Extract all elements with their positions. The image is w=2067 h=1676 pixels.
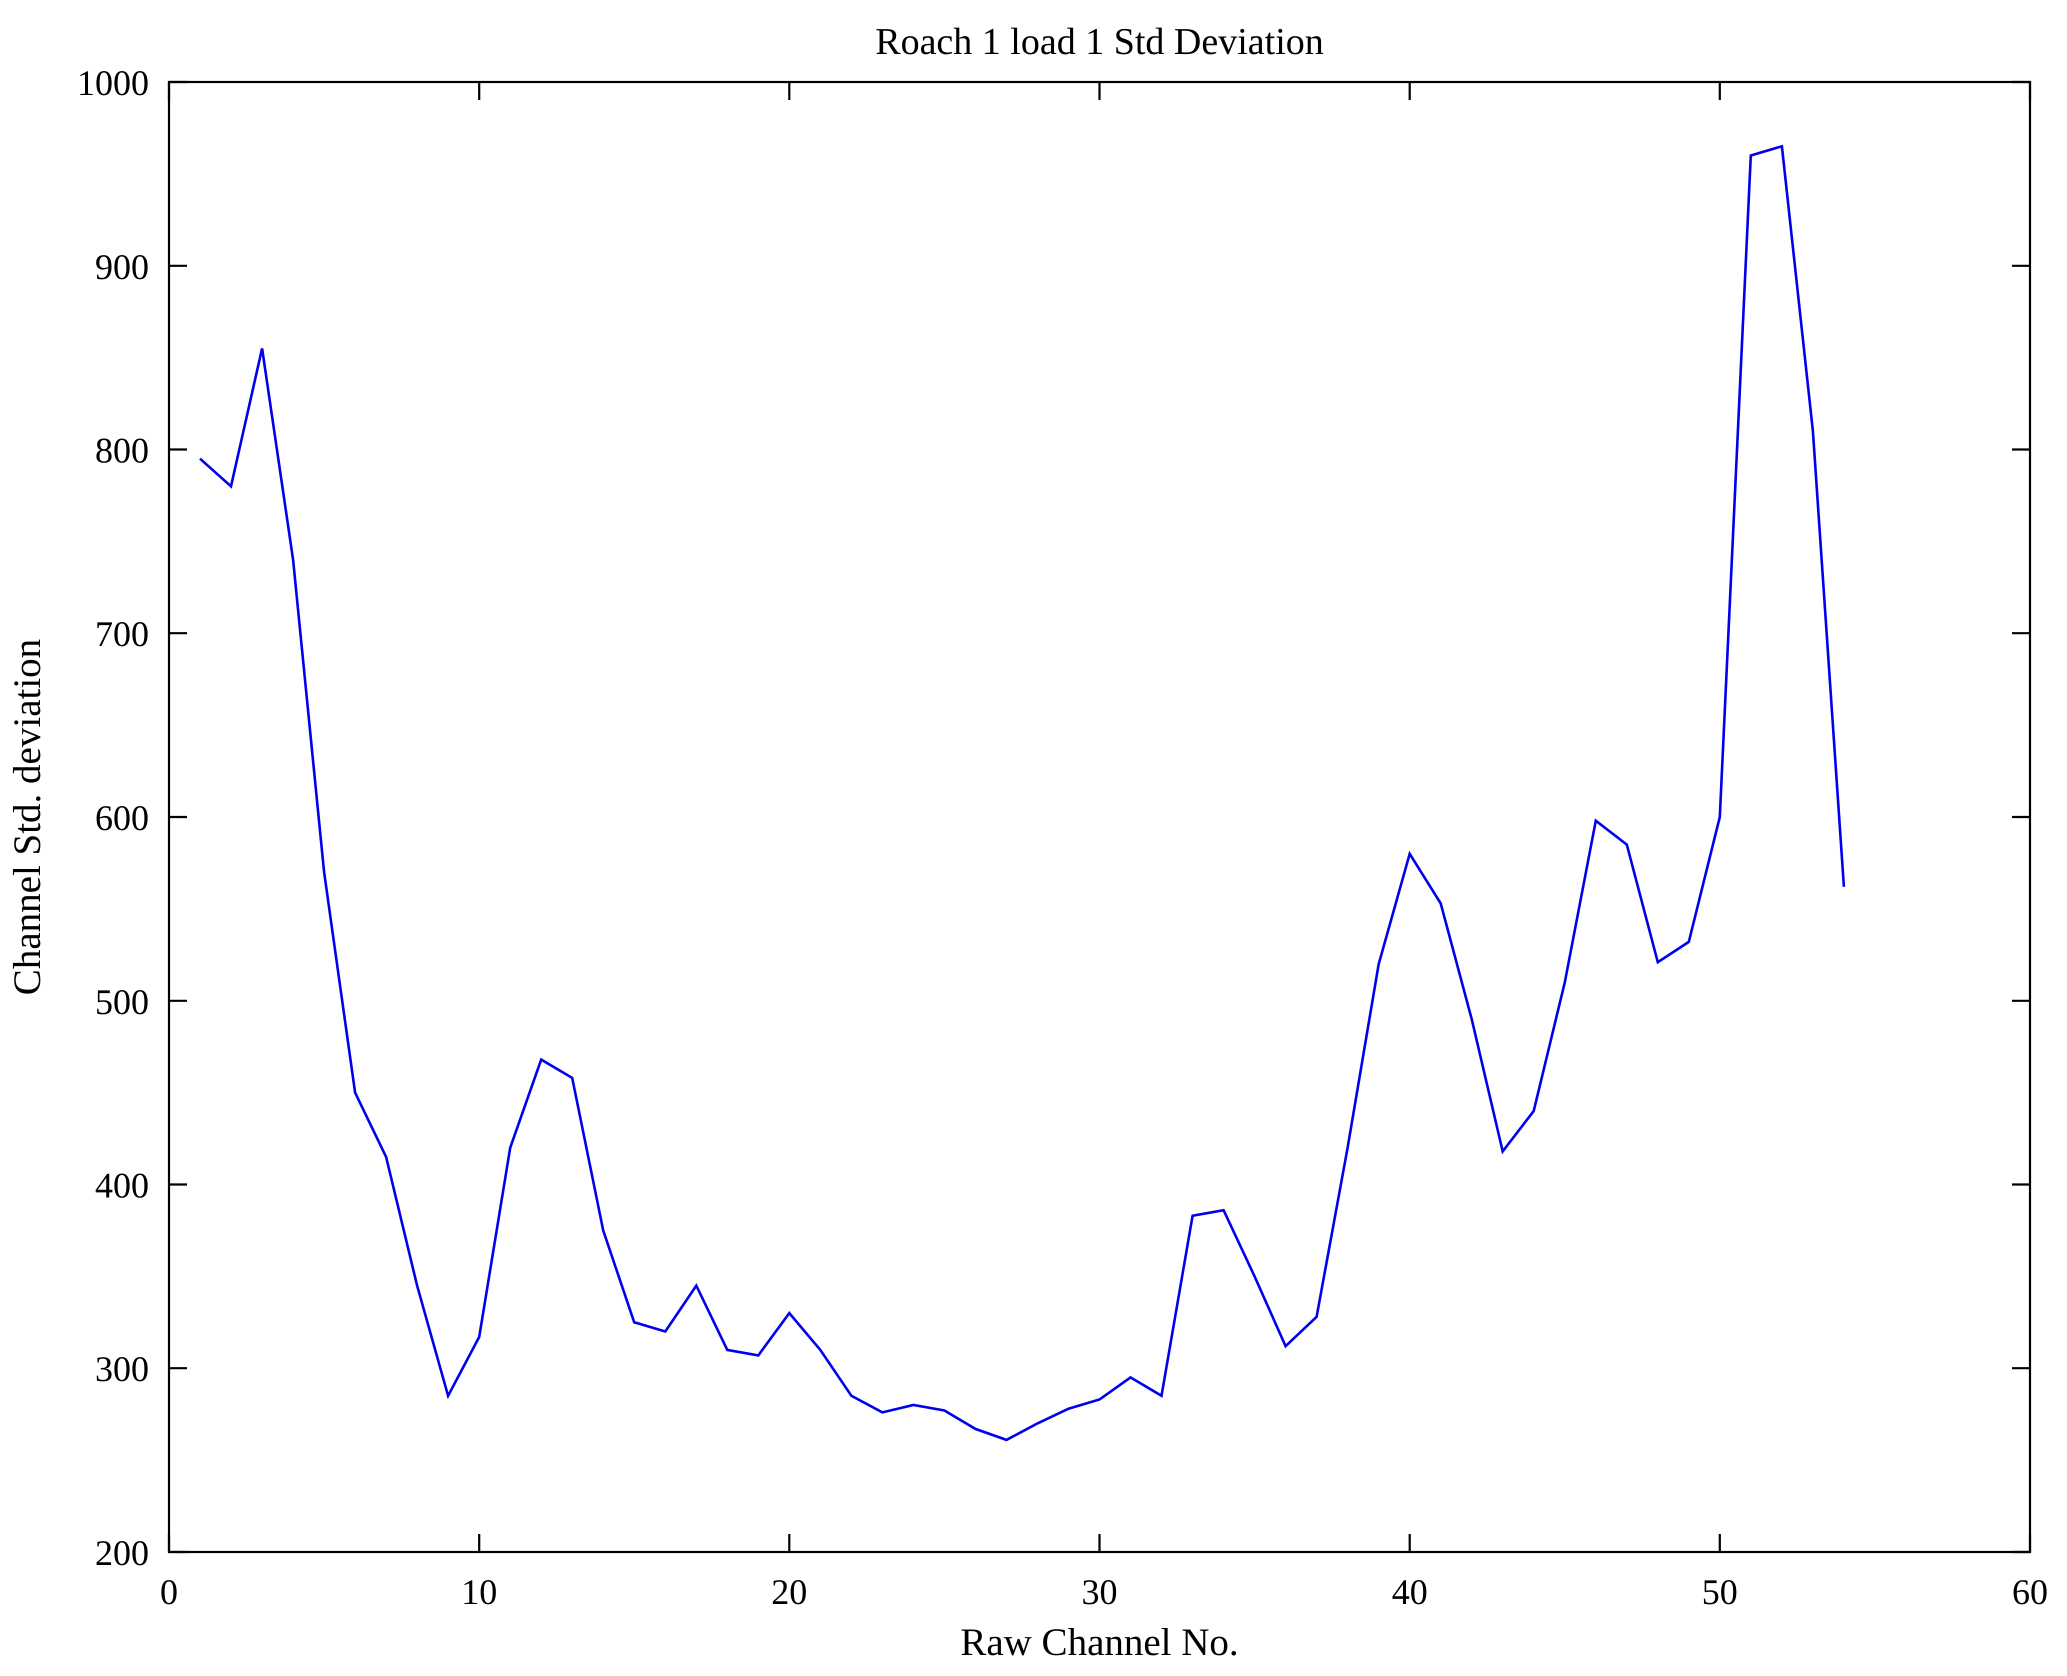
svg-text:200: 200	[95, 1533, 149, 1573]
svg-text:Raw Channel No.: Raw Channel No.	[960, 1621, 1238, 1664]
svg-text:900: 900	[95, 247, 149, 287]
svg-text:20: 20	[771, 1572, 807, 1612]
svg-text:500: 500	[95, 982, 149, 1022]
svg-text:300: 300	[95, 1349, 149, 1389]
svg-text:10: 10	[461, 1572, 497, 1612]
svg-text:700: 700	[95, 614, 149, 654]
svg-text:60: 60	[2012, 1572, 2048, 1612]
svg-text:50: 50	[1702, 1572, 1738, 1612]
svg-text:600: 600	[95, 798, 149, 838]
svg-text:30: 30	[1082, 1572, 1118, 1612]
svg-text:Channel Std. deviation: Channel Std. deviation	[6, 639, 49, 995]
svg-text:1000: 1000	[77, 63, 149, 103]
svg-text:800: 800	[95, 431, 149, 471]
svg-text:Roach 1 load 1 Std Deviation: Roach 1 load 1 Std Deviation	[875, 21, 1324, 63]
svg-text:400: 400	[95, 1166, 149, 1206]
svg-text:40: 40	[1392, 1572, 1428, 1612]
svg-text:0: 0	[160, 1572, 178, 1612]
